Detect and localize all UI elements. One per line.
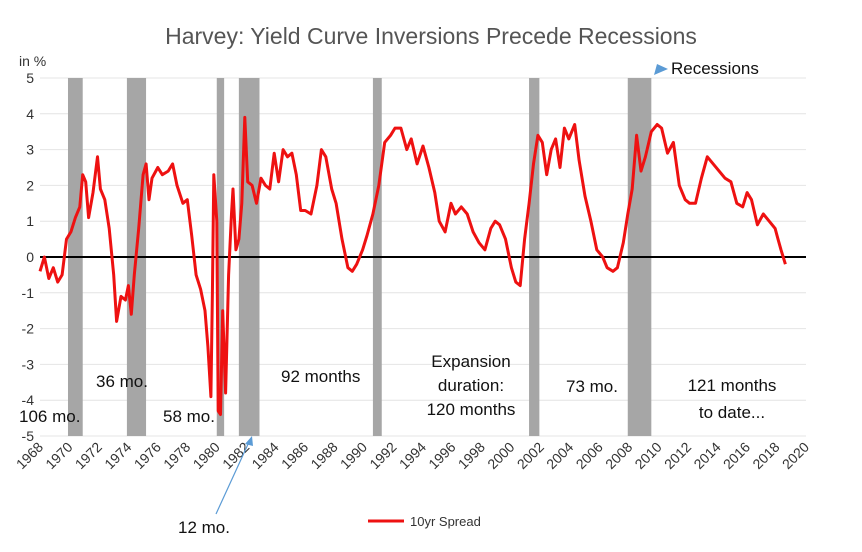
x-tick-label: 1998 [455,439,488,472]
annotation-12-mo: 12 mo. [178,518,230,537]
x-tick-label: 2006 [573,439,606,472]
annotation-expansion-line1: Expansion [431,352,510,371]
y-tick-label: -2 [22,321,35,337]
x-tick-labels: 1968197019721974197619781980198219841986… [13,439,812,472]
x-tick-label: 1996 [425,439,458,472]
x-tick-label: 2014 [690,439,723,472]
x-tick-label: 1994 [396,439,429,472]
annotation-106-mo: 106 mo. [19,407,80,426]
x-tick-label: 1992 [366,439,399,472]
spread-series-line [38,115,787,416]
annotation-36-mo: 36 mo. [96,372,148,391]
arrow-12-mo [215,441,250,515]
x-tick-label: 1978 [160,439,193,472]
x-tick-label: 1990 [337,439,370,472]
x-tick-label: 2010 [631,439,664,472]
y-tick-label: -3 [22,356,35,372]
annotation-expansion-line3: 120 months [427,400,516,419]
x-tick-label: 1984 [248,439,281,472]
x-tick-label: 1972 [72,439,105,472]
x-tick-label: 2020 [779,439,812,472]
x-tick-label: 1986 [278,439,311,472]
y-tick-label: 4 [26,106,34,122]
legend-label: 10yr Spread [410,514,481,529]
x-tick-label: 2018 [749,439,782,472]
y-tick-labels: 5 4 3 2 1 0 -1 -2 -3 -4 -5 [22,70,35,444]
annotation-73-mo: 73 mo. [566,377,618,396]
x-tick-label: 2004 [543,439,576,472]
annotation-92-months: 92 months [281,367,360,386]
annotation-121-months-line1: 121 months [688,376,777,395]
x-tick-label: 2000 [484,439,517,472]
recessions-label: Recessions [671,59,759,78]
y-tick-label: 1 [26,213,34,229]
y-tick-label: -1 [22,285,35,301]
y-tick-label: 0 [26,249,34,265]
y-tick-label: 3 [26,142,34,158]
x-tick-label: 2008 [602,439,635,472]
y-tick-label: -4 [22,392,35,408]
y-tick-label: 5 [26,70,34,86]
annotation-expansion-line2: duration: [438,376,504,395]
y-axis-label: in % [19,53,46,69]
x-tick-label: 2002 [514,439,547,472]
x-tick-label: 1970 [42,439,75,472]
x-tick-label: 1976 [131,439,164,472]
x-tick-label: 1980 [190,439,223,472]
x-tick-label: 1988 [307,439,340,472]
x-tick-label: 2016 [720,439,753,472]
arrow-head-icon [245,436,253,446]
annotation-121-months-line2: to date... [699,403,765,422]
x-tick-label: 1968 [13,439,46,472]
chart-title: Harvey: Yield Curve Inversions Precede R… [165,23,697,49]
recessions-marker-icon [654,64,668,75]
x-tick-label: 1974 [101,439,134,472]
y-tick-label: 2 [26,177,34,193]
x-tick-label: 2012 [661,439,694,472]
annotation-58-mo: 58 mo. [163,407,215,426]
y-tick-label: -5 [22,428,35,444]
